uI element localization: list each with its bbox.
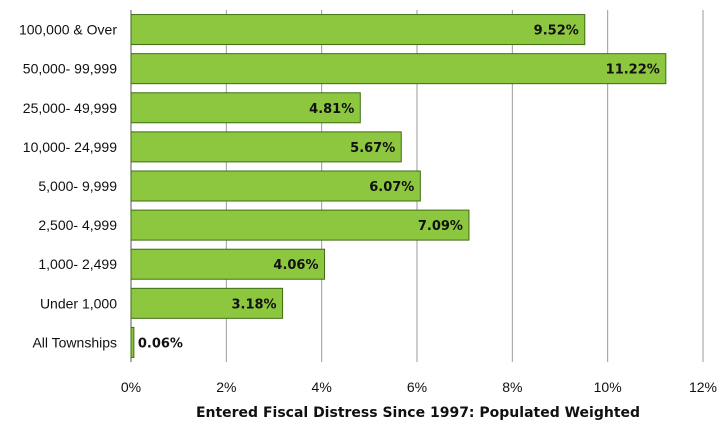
bar <box>130 92 361 124</box>
bar <box>130 170 421 202</box>
x-tick-label: 4% <box>312 379 332 395</box>
x-tick-label: 0% <box>121 379 141 395</box>
bar <box>130 53 667 85</box>
data-label: 4.06% <box>273 258 318 273</box>
bar <box>130 287 284 319</box>
data-label: 7.09% <box>418 219 463 234</box>
data-label: 0.06% <box>138 336 183 351</box>
category-label: 10,000- 24,999 <box>23 139 117 155</box>
bar <box>130 248 326 280</box>
category-label: Under 1,000 <box>40 295 117 311</box>
bar <box>130 209 470 241</box>
bar <box>130 131 402 163</box>
category-labels: 100,000 & Over 50,000- 99,999 25,000- 49,9… <box>19 22 117 351</box>
x-tick-label: 6% <box>407 379 427 395</box>
data-label: 4.81% <box>309 102 354 117</box>
category-label: 2,500- 4,999 <box>38 217 117 233</box>
data-label: 6.07% <box>369 180 414 195</box>
x-tick-label: 12% <box>689 379 717 395</box>
x-tick-label: 8% <box>502 379 522 395</box>
category-label: 1,000- 2,499 <box>38 256 117 272</box>
category-label: 5,000- 9,999 <box>38 178 117 194</box>
data-labels: 9.52% 11.22% 4.81% 5.67% 6.07% 7.09% 4.06% 3.18… <box>138 24 660 352</box>
bar <box>130 326 135 358</box>
category-label: All Townships <box>32 334 117 350</box>
bars <box>130 14 667 358</box>
bar <box>130 14 586 46</box>
category-label: 100,000 & Over <box>19 22 117 38</box>
data-label: 3.18% <box>231 297 276 312</box>
x-tick-label: 10% <box>594 379 622 395</box>
x-tick-label: 2% <box>216 379 236 395</box>
category-label: 50,000- 99,999 <box>23 61 117 77</box>
data-label: 5.67% <box>350 141 395 156</box>
x-axis-ticks: 0% 2% 4% 6% 8% 10% 12% <box>121 379 717 395</box>
data-label: 11.22% <box>606 63 660 78</box>
data-label: 9.52% <box>534 24 579 39</box>
x-axis-title: Entered Fiscal Distress Since 1997: Popu… <box>196 405 640 421</box>
category-label: 25,000- 49,999 <box>23 100 117 116</box>
